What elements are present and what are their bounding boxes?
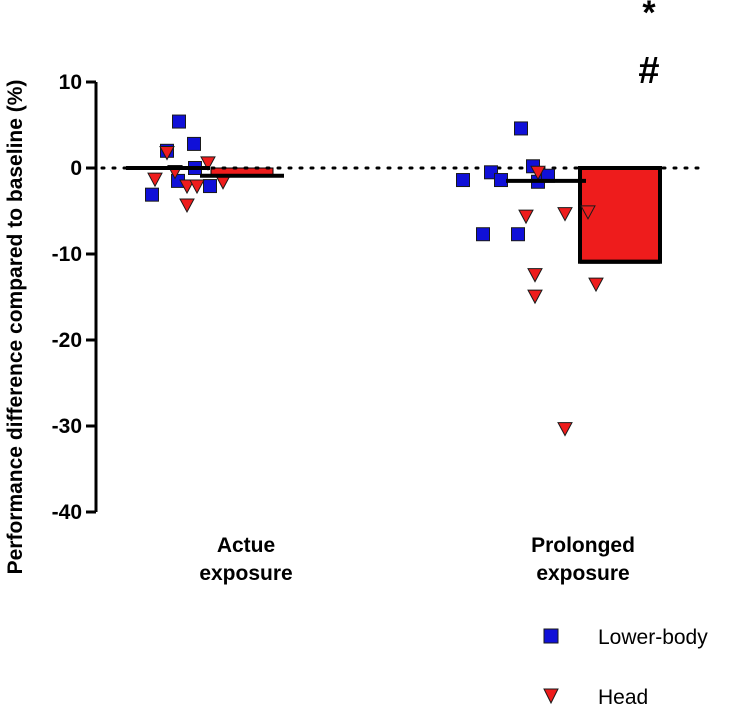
- head-point: [179, 179, 195, 195]
- y-tick-label: -30: [52, 415, 82, 438]
- mean-lines-layer: [126, 166, 660, 264]
- category-label-line2: exposure: [199, 562, 292, 585]
- lower-body-point: [172, 114, 186, 129]
- y-axis-title: Performance difference compared to basel…: [4, 80, 27, 575]
- lower-body-point: [511, 227, 525, 242]
- head-point: [527, 289, 543, 305]
- data-points-layer: [145, 114, 604, 437]
- head-point: [179, 198, 195, 214]
- y-tick-label: -20: [52, 329, 82, 352]
- category-label-line2: exposure: [536, 562, 629, 585]
- head-point: [200, 156, 216, 171]
- legend-label: Lower-body: [598, 626, 708, 649]
- head-bar: [578, 166, 662, 264]
- bars-layer: [210, 166, 662, 264]
- head-point: [557, 207, 573, 222]
- head-point: [527, 268, 543, 283]
- head-point: [518, 209, 534, 225]
- y-tick-label: 10: [59, 71, 82, 94]
- significance-hash: #: [638, 50, 659, 92]
- head-point: [147, 172, 163, 188]
- y-tick-label: 0: [70, 157, 82, 180]
- lower-body-point: [145, 187, 159, 202]
- lower-body-point: [494, 173, 508, 188]
- head-point: [189, 179, 205, 195]
- y-axis: 10 0 -10 -20 -30 -40: [52, 71, 98, 524]
- legend-square-icon: [543, 628, 559, 644]
- legend-label: Head: [598, 686, 648, 709]
- lower-body-point: [476, 227, 490, 242]
- head-point: [159, 146, 175, 161]
- lower-body-point: [456, 173, 470, 188]
- lower-body-point: [187, 136, 201, 151]
- labels-layer: Performance difference compared to basel…: [4, 0, 660, 585]
- head-point: [557, 422, 573, 437]
- head-point: [530, 165, 546, 181]
- y-tick-label: -10: [52, 243, 82, 266]
- category-label-line1: Actue: [217, 534, 275, 557]
- category-label-line1: Prolonged: [531, 534, 635, 557]
- lower-body-point: [514, 121, 528, 136]
- lower-body-point: [203, 179, 217, 194]
- head-point: [588, 277, 604, 293]
- legend: Lower-body Head: [543, 626, 708, 709]
- significance-star: *: [642, 0, 656, 32]
- y-tick-label: -40: [52, 501, 82, 524]
- legend-triangle-icon: [543, 688, 559, 705]
- head-point: [580, 205, 596, 220]
